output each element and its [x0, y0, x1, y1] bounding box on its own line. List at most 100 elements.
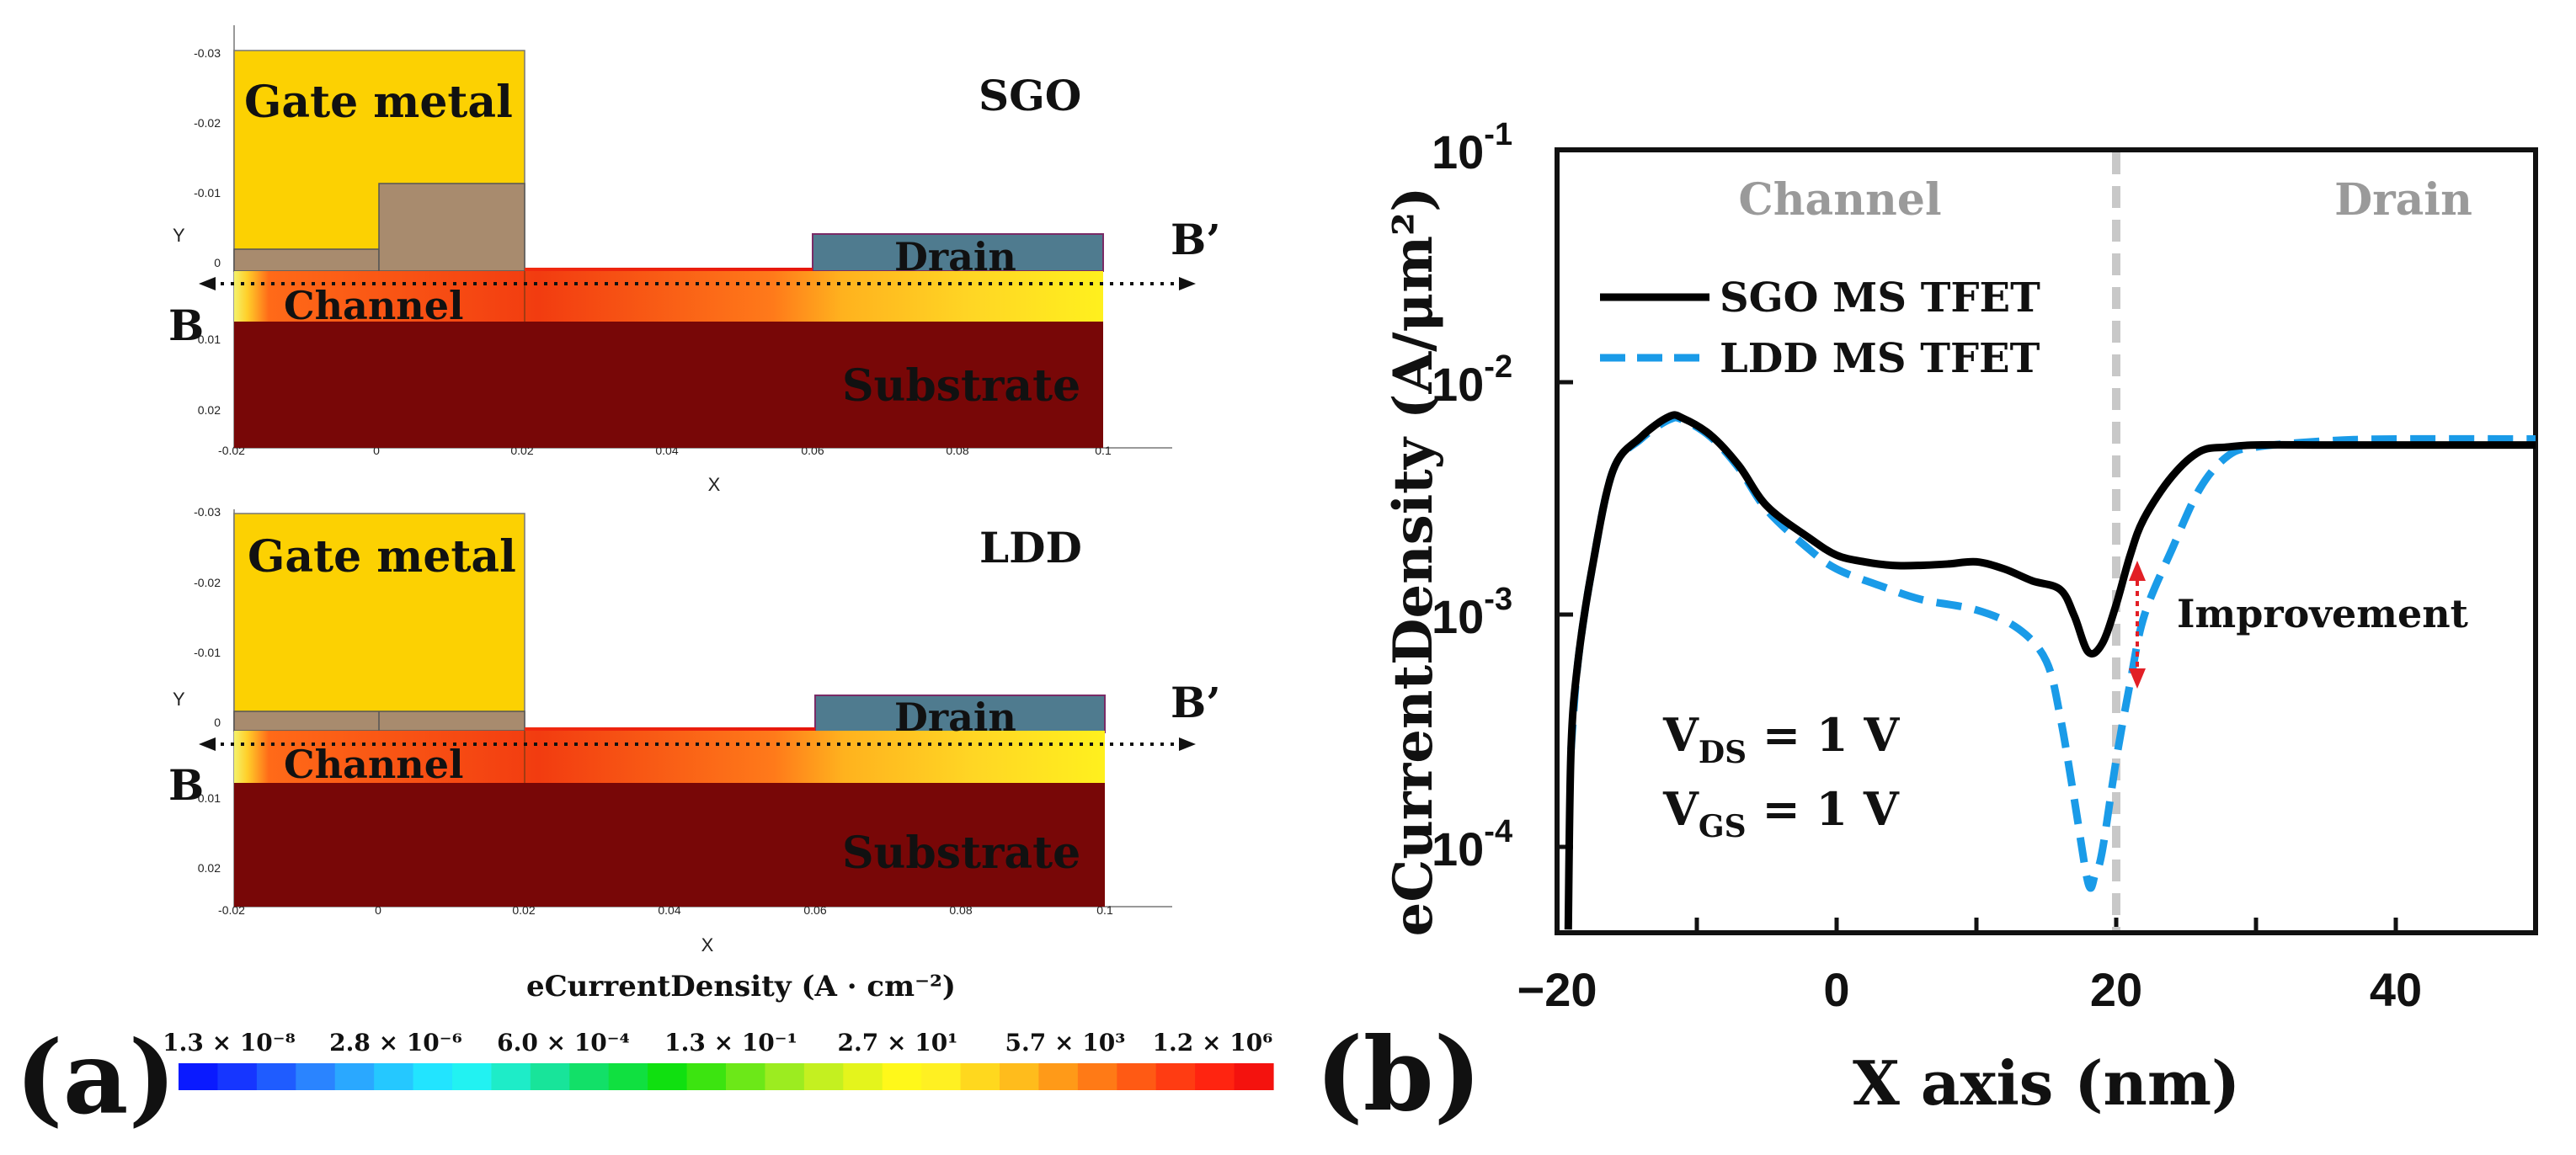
colorbar-swatch [1195, 1063, 1235, 1090]
gate-oxide-thin [233, 248, 380, 272]
drain-label: Drain [894, 695, 1016, 740]
device-panel-sgo: -0.03 -0.02 -0.01 0 0.01 0.02 Y -0.02 0 … [168, 25, 1221, 495]
vgs-condition: VGS = 1 V [1662, 782, 1900, 844]
vds-condition: VDS = 1 V [1662, 708, 1900, 770]
colorbar-swatch [413, 1063, 453, 1090]
y-axis-label: Y [173, 689, 185, 710]
colorbar-swatch [921, 1063, 962, 1090]
channel-top-strip [525, 268, 813, 273]
y-tick-label: 10-3 [1432, 582, 1512, 643]
colorbar-swatch [1038, 1063, 1079, 1090]
cut-start-label: B [168, 301, 204, 350]
colorbar-swatch [765, 1063, 805, 1090]
chart-panel-b: (b) eCurrentDensity (A/μm²) 10-1 10-2 10… [1315, 117, 2538, 1134]
legend: SGO MS TFET LDD MS TFET [1600, 274, 2040, 382]
colorbar-swatch [217, 1063, 258, 1090]
cutline-arrow-right-icon [1179, 277, 1196, 290]
x-tick-label: 0 [1823, 963, 1849, 1016]
cut-end-label: B’ [1171, 215, 1221, 264]
legend-label-sgo: SGO MS TFET [1720, 274, 2040, 322]
gate-metal-label: Gate metal [248, 531, 516, 583]
colorbar-swatch [491, 1063, 531, 1090]
device-panel-ldd: -0.03 -0.02 -0.01 0 0.01 0.02 Y -0.02 0 … [168, 505, 1221, 955]
device-title: SGO [979, 71, 1081, 120]
colorbar-swatch [452, 1063, 493, 1090]
colorbar-swatch [530, 1063, 570, 1090]
colorbar-tick: 1.3 × 10⁻¹ [664, 1029, 797, 1057]
x-tick-label: 40 [2370, 963, 2422, 1016]
x-tick-label: −20 [1517, 963, 1597, 1016]
drain-label: Drain [894, 234, 1016, 279]
improvement-arrow-down-icon [2129, 668, 2146, 689]
channel-label: Channel [284, 283, 464, 328]
colorbar-swatch [803, 1063, 844, 1090]
y-tick: -0.02 [194, 116, 221, 130]
x-tick: 0 [373, 444, 380, 457]
colorbar-tick: 2.7 × 10¹ [838, 1029, 958, 1057]
x-axis-title: X axis (nm) [1853, 1047, 2240, 1119]
y-tick: 0.02 [198, 403, 221, 417]
colorbar-tick: 2.8 × 10⁻⁶ [329, 1029, 462, 1057]
cutline-arrow-left-icon [199, 737, 216, 751]
y-tick: -0.01 [194, 646, 221, 659]
gate-oxide-step [378, 183, 525, 272]
colorbar-tick: 6.0 × 10⁻⁴ [497, 1029, 630, 1057]
improvement-label: Improvement [2177, 591, 2469, 636]
colorbar: eCurrentDensity (A · cm⁻²) 1.3 × 10⁻⁸ 2.… [163, 970, 1274, 1090]
improvement-arrow-up-icon [2129, 561, 2146, 581]
y-tick: -0.03 [194, 505, 221, 519]
y-tick: 0.01 [198, 791, 221, 805]
y-tick-label: 10-2 [1432, 349, 1512, 411]
colorbar-swatch [334, 1063, 375, 1090]
colorbar-tick-labels: 1.3 × 10⁻⁸ 2.8 × 10⁻⁶ 6.0 × 10⁻⁴ 1.3 × 1… [163, 1029, 1272, 1057]
cut-end-label: B’ [1171, 678, 1221, 727]
colorbar-swatch [1077, 1063, 1117, 1090]
x-tick: 0 [375, 903, 381, 917]
substrate-label: Substrate [842, 828, 1080, 879]
y-axis-title: eCurrentDensity (A/μm²) [1382, 187, 1445, 937]
y-tick: -0.02 [194, 576, 221, 589]
colorbar-swatch [1000, 1063, 1040, 1090]
y-tick: 0.02 [198, 861, 221, 875]
substrate-label: Substrate [842, 360, 1080, 412]
colorbar-tick: 5.7 × 10³ [1005, 1029, 1126, 1057]
colorbar-tick: 1.2 × 10⁶ [1153, 1029, 1273, 1057]
panel-a-label: (a) [15, 1019, 176, 1137]
colorbar-swatch [648, 1063, 688, 1090]
colorbar-swatch [569, 1063, 610, 1090]
gate-metal-label: Gate metal [244, 77, 513, 128]
drain-region-label: Drain [2334, 174, 2472, 226]
y-tick-labels: -0.03 -0.02 -0.01 0 0.01 0.02 [194, 46, 221, 417]
substrate-region [234, 783, 1105, 907]
colorbar-swatch [726, 1063, 766, 1090]
channel-region [234, 731, 1105, 783]
cut-start-label: B [168, 760, 204, 810]
y-tick: 0.01 [198, 333, 221, 346]
y-tick: -0.01 [194, 186, 221, 200]
tick-marks [1557, 147, 2398, 933]
colorbar-swatch [179, 1063, 219, 1090]
y-tick-label: 10-1 [1432, 117, 1512, 178]
colorbar-tick: 1.3 × 10⁻⁸ [163, 1029, 296, 1057]
substrate-region [234, 322, 1103, 448]
panel-b-label: (b) [1315, 1015, 1481, 1134]
gate-metal-region [233, 513, 525, 732]
x-axis-label: X [708, 474, 721, 495]
legend-label-ldd: LDD MS TFET [1720, 335, 2040, 382]
channel-region-label: Channel [1738, 174, 1941, 226]
y-axis-label: Y [173, 225, 185, 246]
y-tick-labels: -0.03 -0.02 -0.01 0 0.01 0.02 [194, 505, 221, 875]
colorbar-swatch [296, 1063, 336, 1090]
colorbar-swatch [843, 1063, 883, 1090]
colorbar-swatch [374, 1063, 414, 1090]
colorbar-swatches [179, 1063, 1274, 1090]
channel-region [234, 271, 1103, 322]
colorbar-swatch [1155, 1063, 1196, 1090]
channel-label: Channel [284, 742, 464, 787]
y-tick-label: 10-4 [1432, 814, 1512, 876]
cutline-arrow-left-icon [199, 277, 216, 290]
channel-top-strip [525, 727, 815, 732]
plot-frame [1555, 147, 2538, 935]
colorbar-swatch [960, 1063, 1000, 1090]
